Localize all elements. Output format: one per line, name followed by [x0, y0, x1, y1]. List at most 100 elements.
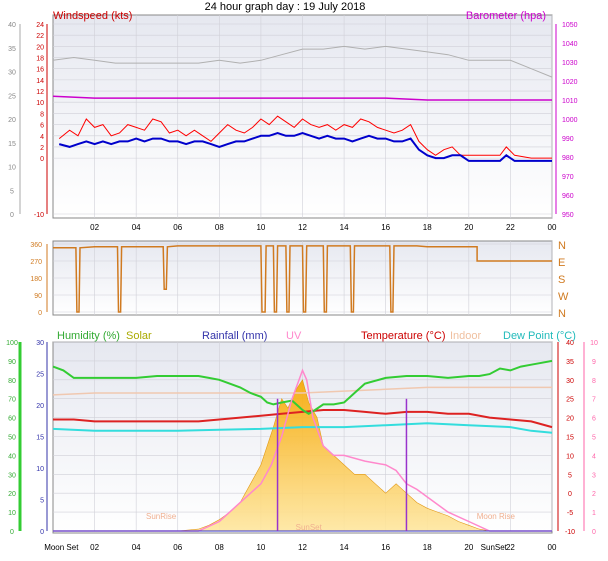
- y-tick-label: 980: [562, 155, 574, 162]
- x-tick-label: 10: [256, 543, 265, 552]
- y-tick-label: 40: [8, 22, 16, 29]
- y-tick-label: 40: [566, 340, 574, 347]
- x-tick-label: 22: [506, 223, 515, 232]
- x-tick-label: 14: [340, 543, 349, 552]
- x-tick-label: 06: [173, 543, 182, 552]
- x-tick-label: 12: [298, 223, 307, 232]
- x-tick-label: 04: [132, 543, 141, 552]
- y-tick-label: 0: [568, 491, 572, 498]
- y-tick-label: 35: [566, 359, 574, 366]
- y-tick-label: -10: [34, 212, 44, 219]
- x-tick-label: 18: [423, 543, 432, 552]
- x-tick-label: 06: [173, 223, 182, 232]
- y-tick-label: 4: [592, 453, 596, 460]
- compass-label: N: [558, 308, 566, 320]
- y-tick-label: 8: [40, 111, 44, 118]
- y-tick-label: 970: [562, 174, 574, 181]
- y-tick-label: 6: [592, 416, 596, 423]
- x-tick-label: 18: [423, 223, 432, 232]
- y-tick-label: 25: [36, 372, 44, 379]
- solar-label: Solar: [126, 330, 152, 342]
- y-tick-label: 10: [8, 165, 16, 172]
- y-tick-label: 25: [566, 397, 574, 404]
- x-tick-label: 08: [215, 543, 224, 552]
- y-tick-label: 0: [38, 310, 42, 317]
- y-tick-label: 24: [36, 22, 44, 29]
- uv-line: [53, 368, 552, 532]
- y-tick-label: 30: [36, 340, 44, 347]
- y-tick-label: 70: [8, 397, 16, 404]
- y-tick-label: 2: [592, 491, 596, 498]
- y-tick-label: 10: [8, 510, 16, 517]
- y-tick-label: 1050: [562, 22, 578, 29]
- barometer-label: Barometer (hpa): [466, 10, 546, 22]
- y-tick-label: 360: [30, 242, 42, 249]
- page-title: 24 hour graph day : 19 July 2018: [205, 1, 366, 13]
- y-tick-label: 270: [30, 259, 42, 266]
- y-tick-label: 10: [36, 466, 44, 473]
- y-tick-label: 14: [36, 78, 44, 85]
- y-tick-label: 5: [568, 472, 572, 479]
- y-tick-label: -5: [567, 510, 573, 517]
- y-tick-label: 90: [34, 293, 42, 300]
- x-tick-label: 08: [215, 223, 224, 232]
- y-tick-label: 50: [8, 435, 16, 442]
- dewpoint-line: [52, 422, 553, 434]
- y-tick-label: 10: [36, 100, 44, 107]
- y-tick-label: 5: [40, 498, 44, 505]
- y-tick-label: 25: [8, 93, 16, 100]
- annotation-label: Moon Rise: [477, 512, 516, 521]
- indoor-line: [52, 386, 552, 396]
- compass-label: E: [558, 257, 565, 269]
- dewpoint-label: Dew Point (°C): [503, 330, 576, 342]
- y-tick-label: 4: [40, 134, 44, 141]
- y-tick-label: 20: [8, 117, 16, 124]
- windspeed-line: [58, 131, 552, 162]
- y-tick-label: 80: [8, 378, 16, 385]
- y-tick-label: 12: [36, 89, 44, 96]
- x-tick-label: 12: [298, 543, 307, 552]
- y-tick-label: 9: [592, 359, 596, 366]
- humidity-label: Humidity (%): [57, 330, 120, 342]
- x-tick-label: 16: [381, 223, 390, 232]
- x-tick-label: SunSet: [481, 543, 508, 552]
- temperature-line: [53, 409, 553, 429]
- x-tick-label: 22: [506, 543, 515, 552]
- y-tick-label: 90: [8, 359, 16, 366]
- y-tick-label: 15: [36, 435, 44, 442]
- y-tick-label: 20: [36, 403, 44, 410]
- y-tick-label: 960: [562, 193, 574, 200]
- y-tick-label: 5: [10, 188, 14, 195]
- y-tick-label: 18: [36, 56, 44, 63]
- y-tick-label: 10: [566, 453, 574, 460]
- annotation-label: SunRise: [146, 512, 177, 521]
- y-tick-label: 30: [8, 70, 16, 77]
- y-tick-label: 100: [6, 340, 18, 347]
- temperature-label: Temperature (°C): [361, 330, 445, 342]
- y-tick-label: -10: [565, 529, 575, 536]
- grey-series-line: [52, 45, 553, 78]
- y-tick-label: 1: [592, 510, 596, 517]
- compass-label: S: [558, 274, 565, 286]
- y-tick-label: 180: [30, 276, 42, 283]
- y-tick-label: 35: [8, 46, 16, 53]
- y-tick-label: 950: [562, 212, 574, 219]
- y-tick-label: 8: [592, 378, 596, 385]
- compass-label: W: [558, 291, 569, 303]
- rainfall-label: Rainfall (mm): [202, 330, 267, 342]
- x-tick-label: Moon Set: [44, 543, 79, 552]
- y-tick-label: 1030: [562, 60, 578, 67]
- y-tick-label: 20: [8, 491, 16, 498]
- y-tick-label: 1010: [562, 98, 578, 105]
- y-tick-label: 1000: [562, 117, 578, 124]
- y-tick-label: 16: [36, 67, 44, 74]
- annotation-label: SunSet: [296, 523, 323, 532]
- y-tick-label: 40: [8, 453, 16, 460]
- windspeed-label: Windspeed (kts): [53, 10, 132, 22]
- gust-line: [58, 115, 552, 159]
- y-tick-label: 60: [8, 416, 16, 423]
- x-tick-label: 20: [464, 223, 473, 232]
- y-tick-label: 990: [562, 136, 574, 143]
- y-tick-label: 3: [592, 472, 596, 479]
